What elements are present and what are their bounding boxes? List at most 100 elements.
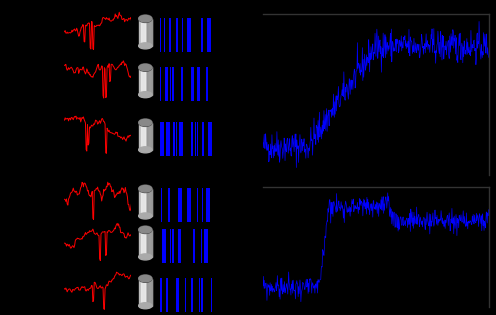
Bar — [191, 278, 192, 312]
Bar — [160, 67, 161, 101]
Bar — [160, 278, 161, 312]
Bar — [211, 122, 212, 156]
Bar — [180, 122, 181, 156]
Bar — [206, 229, 207, 263]
Ellipse shape — [139, 254, 152, 260]
Bar — [161, 122, 162, 156]
Bar — [166, 278, 168, 312]
Bar — [202, 18, 203, 52]
Bar — [177, 18, 178, 52]
Bar — [139, 230, 152, 257]
Ellipse shape — [139, 119, 152, 126]
Bar — [196, 67, 198, 101]
Bar — [202, 278, 203, 312]
Bar — [181, 67, 182, 101]
Ellipse shape — [139, 15, 152, 22]
Bar — [211, 278, 212, 312]
Bar — [176, 18, 177, 52]
Bar — [182, 122, 184, 156]
Bar — [168, 122, 169, 156]
Bar — [200, 278, 202, 312]
Bar — [160, 18, 161, 52]
Bar — [147, 123, 152, 150]
Ellipse shape — [139, 15, 152, 22]
Bar — [177, 278, 178, 312]
Bar — [169, 188, 170, 222]
Bar — [199, 278, 200, 312]
Bar — [178, 278, 180, 312]
Bar — [207, 67, 208, 101]
Bar — [210, 18, 211, 52]
Bar — [160, 122, 161, 156]
Ellipse shape — [139, 226, 152, 233]
Bar — [188, 188, 190, 222]
Bar — [187, 188, 188, 222]
Ellipse shape — [139, 303, 152, 309]
Ellipse shape — [139, 147, 152, 153]
Ellipse shape — [139, 226, 152, 233]
Bar — [182, 67, 184, 101]
Ellipse shape — [139, 185, 152, 192]
Bar — [191, 122, 192, 156]
Bar — [199, 67, 200, 101]
Ellipse shape — [139, 64, 152, 71]
Bar — [187, 18, 188, 52]
Bar — [192, 229, 194, 263]
Bar — [164, 229, 165, 263]
Bar — [161, 188, 162, 222]
Bar — [207, 18, 208, 52]
Bar — [210, 122, 211, 156]
Bar — [141, 278, 145, 306]
Bar — [203, 122, 204, 156]
Bar — [198, 67, 199, 101]
Ellipse shape — [139, 43, 152, 49]
Ellipse shape — [139, 92, 152, 98]
Bar — [195, 122, 196, 156]
Ellipse shape — [139, 186, 152, 192]
Bar — [181, 122, 182, 156]
Bar — [169, 18, 170, 52]
Bar — [202, 122, 203, 156]
Bar — [173, 67, 174, 101]
Bar — [170, 229, 172, 263]
Bar — [196, 122, 198, 156]
Bar — [139, 19, 152, 46]
Bar — [207, 188, 208, 222]
Bar — [147, 278, 152, 306]
Bar — [170, 18, 172, 52]
Bar — [139, 123, 152, 150]
Bar — [139, 189, 152, 216]
Bar — [178, 188, 180, 222]
Bar — [176, 278, 177, 312]
Bar — [172, 67, 173, 101]
Bar — [180, 229, 181, 263]
Bar — [202, 188, 203, 222]
Bar — [147, 19, 152, 46]
Bar — [204, 229, 206, 263]
Bar — [141, 19, 145, 46]
Bar — [165, 67, 166, 101]
Bar — [166, 122, 168, 156]
Bar — [173, 229, 174, 263]
Bar — [172, 229, 173, 263]
Bar — [166, 67, 168, 101]
Bar — [141, 67, 145, 95]
Bar — [190, 188, 191, 222]
Bar — [192, 67, 194, 101]
Bar — [206, 188, 207, 222]
Bar — [168, 188, 169, 222]
Ellipse shape — [139, 64, 152, 71]
Bar — [181, 188, 182, 222]
Bar — [147, 189, 152, 216]
Bar — [147, 67, 152, 95]
Bar — [141, 230, 145, 257]
Bar — [206, 67, 207, 101]
Bar — [194, 229, 195, 263]
Bar — [139, 278, 152, 306]
Ellipse shape — [139, 275, 152, 282]
Bar — [161, 278, 162, 312]
Bar — [200, 18, 202, 52]
Ellipse shape — [139, 119, 152, 126]
Ellipse shape — [139, 213, 152, 219]
Bar — [208, 122, 210, 156]
